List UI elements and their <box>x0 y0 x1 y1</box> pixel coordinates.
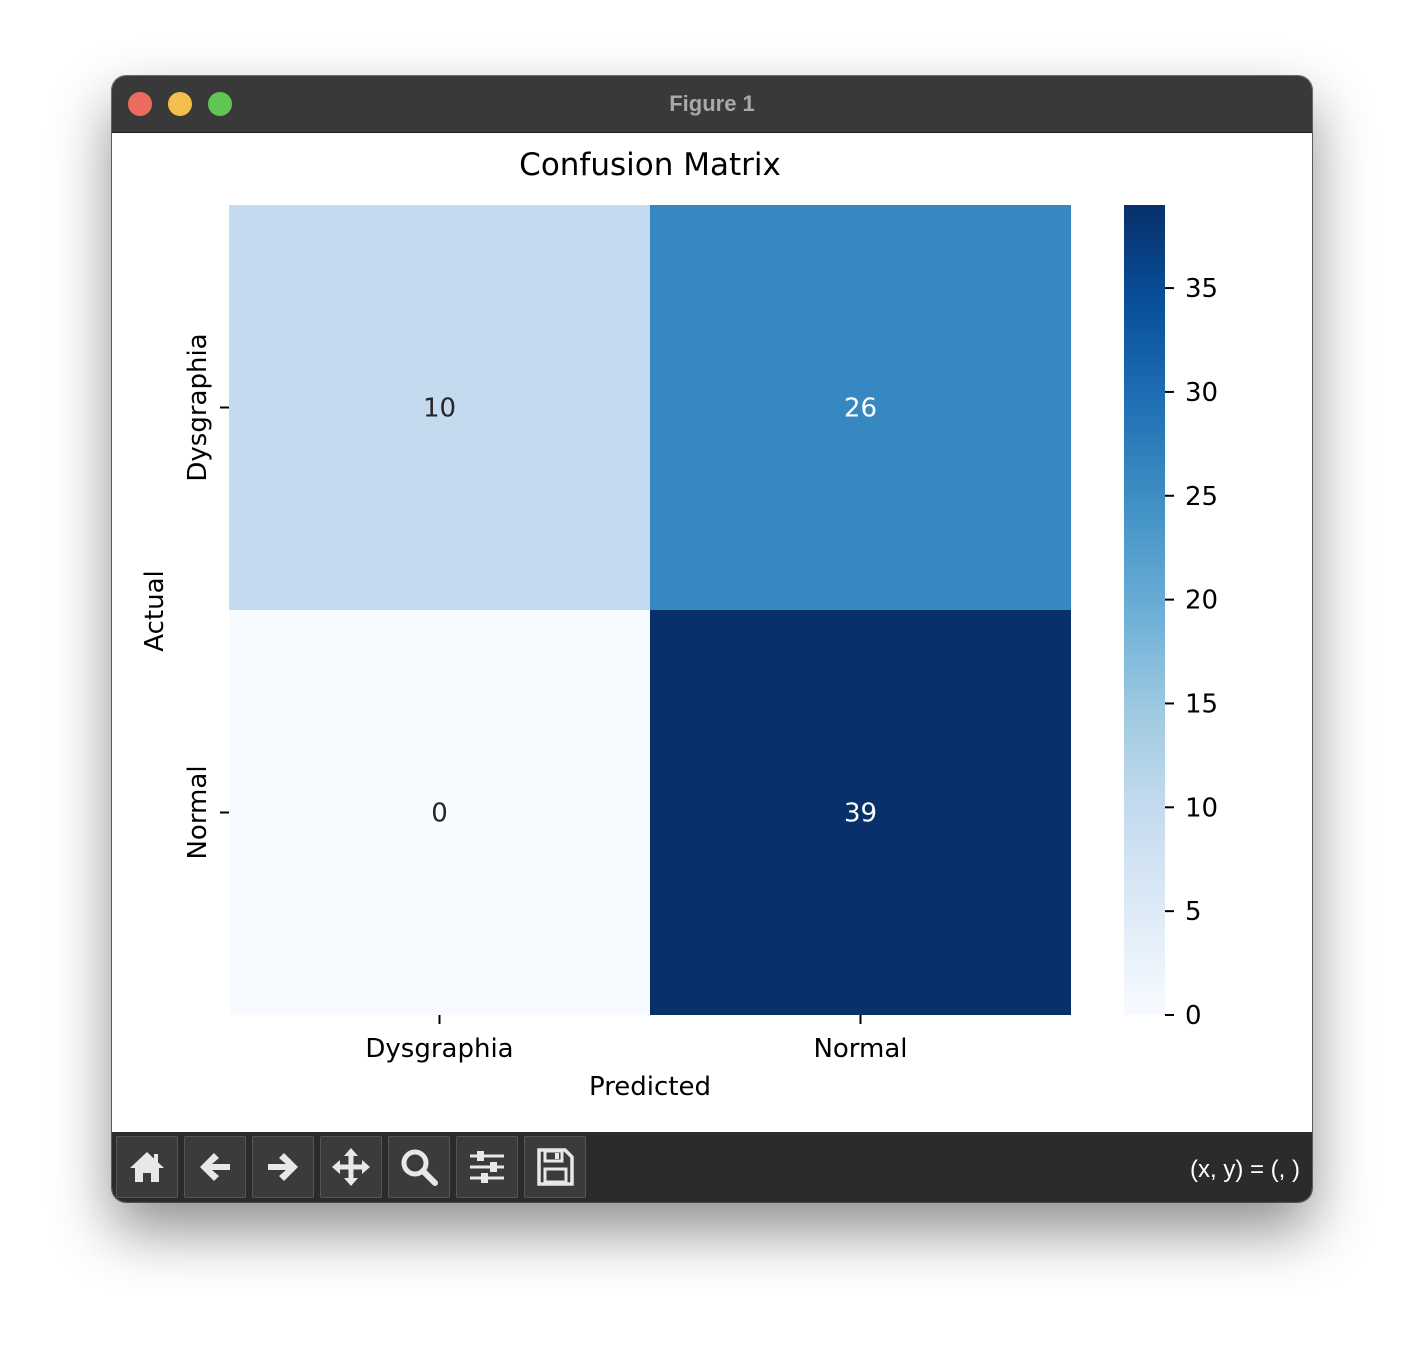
arrow-right-icon <box>268 1153 298 1181</box>
save-button[interactable] <box>524 1136 586 1198</box>
cell-value-label: 26 <box>844 394 877 424</box>
home-button[interactable] <box>116 1136 178 1198</box>
y-tick-label: Normal <box>183 765 213 859</box>
colorbar-tick-label: 15 <box>1185 689 1218 719</box>
confusion-matrix-chart: Confusion Matrix 10 26 0 39 Dysgraphia Norma… <box>140 147 1218 1102</box>
heatmap-cell <box>229 205 650 610</box>
colorbar-tick-label: 20 <box>1185 586 1218 616</box>
heatmap-cell <box>650 205 1071 610</box>
back-button[interactable] <box>184 1136 246 1198</box>
zoom-button[interactable] <box>388 1136 450 1198</box>
maximize-window-button[interactable] <box>208 92 232 116</box>
navigation-toolbar: (x, y) = (, ) <box>112 1132 1312 1202</box>
minimize-window-button[interactable] <box>168 92 192 116</box>
cell-value-label: 10 <box>423 394 456 424</box>
y-axis-label: Actual <box>140 570 170 651</box>
y-tick-label: Dysgraphia <box>183 333 213 481</box>
colorbar-tick-label: 5 <box>1185 897 1202 927</box>
home-icon <box>130 1152 164 1182</box>
colorbar-tick-label: 30 <box>1185 378 1218 408</box>
configure-subplots-button[interactable] <box>456 1136 518 1198</box>
move-icon <box>332 1148 370 1186</box>
cursor-coordinates-readout: (x, y) = (, ) <box>1190 1156 1300 1183</box>
x-tick-label: Normal <box>813 1034 907 1064</box>
arrow-left-icon <box>200 1153 230 1181</box>
window-title: Figure 1 <box>669 91 755 116</box>
pan-button[interactable] <box>320 1136 382 1198</box>
sliders-icon <box>470 1151 504 1183</box>
magnifier-icon <box>401 1149 438 1186</box>
colorbar-tick-label: 0 <box>1185 1001 1202 1031</box>
figure-canvas[interactable]: Confusion Matrix 10 26 0 39 Dysgraphia Norma… <box>112 133 1312 1132</box>
chart-title: Confusion Matrix <box>519 147 781 183</box>
figure-window: Figure 1 Confusion Matrix 10 26 0 39 Dysgr <box>112 76 1312 1202</box>
cell-value-label: 0 <box>431 799 448 829</box>
forward-button[interactable] <box>252 1136 314 1198</box>
close-window-button[interactable] <box>128 92 152 116</box>
colorbar <box>1124 205 1165 1015</box>
x-tick-label: Dysgraphia <box>365 1034 513 1064</box>
x-axis-label: Predicted <box>589 1072 711 1102</box>
cell-value-label: 39 <box>844 799 877 829</box>
colorbar-tick-label: 35 <box>1185 274 1218 304</box>
heatmap-cell <box>229 610 650 1015</box>
title-bar: Figure 1 <box>112 76 1312 133</box>
colorbar-tick-label: 10 <box>1185 793 1218 823</box>
heatmap-cell <box>650 610 1071 1015</box>
floppy-disk-icon <box>537 1148 574 1186</box>
colorbar-tick-label: 25 <box>1185 482 1218 512</box>
